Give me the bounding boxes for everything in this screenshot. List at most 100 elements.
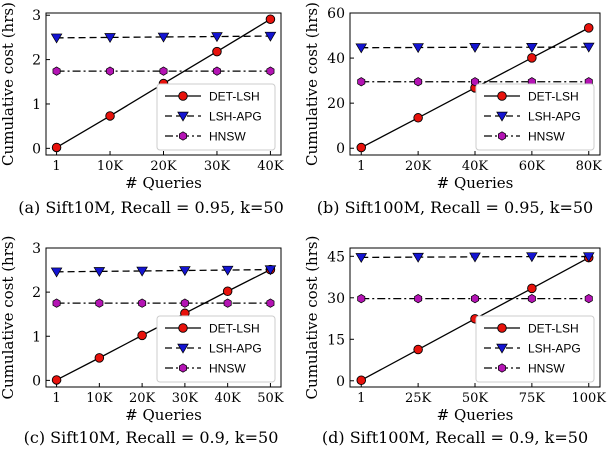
data-point-hnsw xyxy=(357,77,366,87)
x-tick-label: 1 xyxy=(52,159,60,174)
y-tick-label: 30 xyxy=(327,291,345,307)
y-tick-label: 3 xyxy=(32,241,41,257)
legend: DET-LSH LSH-APG HNSW xyxy=(156,83,276,151)
data-point-lsh-apg xyxy=(179,266,191,277)
data-point-hnsw xyxy=(52,66,61,76)
data-point-det-lsh xyxy=(584,23,594,33)
y-tick-label: 3 xyxy=(32,8,41,24)
data-point-hnsw xyxy=(212,66,221,76)
y-tick-label: 60 xyxy=(327,6,345,22)
y-tick-label: 40 xyxy=(327,51,345,67)
data-point-lsh-apg xyxy=(50,33,63,44)
data-point-lsh-apg xyxy=(412,252,424,263)
data-point-hnsw xyxy=(527,294,536,304)
legend: DET-LSH LSH-APG HNSW xyxy=(156,315,276,383)
y-tick-label: 1 xyxy=(32,329,41,345)
data-point-hnsw xyxy=(471,77,479,87)
data-point-det-lsh xyxy=(105,111,115,121)
data-point-lsh-apg xyxy=(211,32,223,43)
y-tick-label: 0 xyxy=(336,141,345,157)
data-point-hnsw xyxy=(266,298,275,308)
legend-marker-hnsw xyxy=(179,363,187,373)
legend-marker-lsh-apg xyxy=(177,111,189,122)
data-point-det-lsh xyxy=(356,142,367,153)
y-axis-label: Cumulative cost (hrs) xyxy=(0,236,17,400)
data-point-hnsw xyxy=(95,298,104,308)
y-tick-label: 2 xyxy=(32,53,41,69)
data-point-det-lsh xyxy=(413,344,423,355)
data-point-lsh-apg xyxy=(469,252,481,263)
x-tick-label: 50K xyxy=(462,391,489,406)
data-point-lsh-apg xyxy=(264,31,277,42)
data-point-hnsw xyxy=(414,294,423,304)
data-point-lsh-apg xyxy=(93,267,106,278)
data-point-det-lsh xyxy=(413,113,423,123)
x-tick-label: 30K xyxy=(204,159,231,174)
data-point-det-lsh xyxy=(527,283,537,294)
legend-marker-det-lsh xyxy=(178,91,188,101)
data-point-lsh-apg xyxy=(221,265,234,276)
y-tick-label: 2 xyxy=(32,285,41,301)
data-point-hnsw xyxy=(159,66,168,76)
x-tick-label: 40K xyxy=(462,159,489,174)
legend-label: DET-LSH xyxy=(528,322,579,336)
legend-label: LSH-APG xyxy=(528,342,581,356)
y-axis-label: Cumulative cost (hrs) xyxy=(0,2,17,166)
data-point-hnsw xyxy=(223,298,232,308)
x-tick-label: 1 xyxy=(357,391,365,406)
data-point-det-lsh xyxy=(356,375,367,385)
data-point-lsh-apg xyxy=(157,32,170,43)
legend-label: DET-LSH xyxy=(209,90,260,104)
data-point-det-lsh xyxy=(51,375,62,385)
legend-label: LSH-APG xyxy=(209,110,262,124)
x-tick-label: 20K xyxy=(150,159,177,174)
data-point-lsh-apg xyxy=(526,43,538,53)
data-point-det-lsh xyxy=(94,353,105,363)
data-point-lsh-apg xyxy=(582,42,595,53)
legend-label: HNSW xyxy=(528,362,565,376)
x-tick-label: 80K xyxy=(576,159,603,174)
x-tick-label: 1 xyxy=(357,159,365,174)
data-point-hnsw xyxy=(584,294,593,304)
subfigure-caption: (c) Sift10M, Recall = 0.9, k=50 xyxy=(24,428,279,447)
x-tick-label: 25K xyxy=(405,391,432,406)
legend-label: HNSW xyxy=(528,130,565,144)
data-point-lsh-apg xyxy=(104,33,116,44)
legend-marker-det-lsh xyxy=(178,323,188,333)
data-point-lsh-apg xyxy=(412,43,424,54)
x-tick-label: 30K xyxy=(172,391,199,406)
chart-panel-2: 1 20K 40K 60K 80K 0 20 40 60 # Queries Cumulative … xyxy=(303,2,602,217)
legend-marker-lsh-apg xyxy=(177,343,189,354)
legend-label: HNSW xyxy=(209,130,246,144)
x-axis-label: # Queries xyxy=(437,174,514,192)
data-point-lsh-apg xyxy=(50,267,63,278)
legend: DET-LSH LSH-APG HNSW xyxy=(475,315,595,383)
legend-label: LSH-APG xyxy=(528,110,581,124)
data-point-det-lsh xyxy=(51,142,62,153)
y-tick-label: 1 xyxy=(32,97,41,113)
data-point-det-lsh xyxy=(527,53,537,63)
data-point-lsh-apg xyxy=(264,265,277,276)
data-point-lsh-apg xyxy=(469,43,481,53)
x-tick-label: 40K xyxy=(215,391,242,406)
x-tick-label: 75K xyxy=(519,391,546,406)
legend-label: LSH-APG xyxy=(209,342,262,356)
series-line-lsh-apg xyxy=(56,268,271,273)
legend-marker-det-lsh xyxy=(497,323,507,333)
x-axis-label: # Queries xyxy=(125,406,202,424)
y-axis-label: Cumulative cost (hrs) xyxy=(303,2,321,166)
y-tick-label: 0 xyxy=(32,141,41,157)
x-tick-label: 50K xyxy=(257,391,284,406)
data-point-det-lsh xyxy=(212,46,222,57)
subfigure-caption: (a) Sift10M, Recall = 0.95, k=50 xyxy=(18,198,284,217)
legend-marker-lsh-apg xyxy=(496,111,508,122)
y-tick-label: 20 xyxy=(327,96,345,112)
legend: DET-LSH LSH-APG HNSW xyxy=(475,83,595,151)
x-tick-label: 10K xyxy=(97,159,124,174)
data-point-hnsw xyxy=(357,294,366,304)
y-tick-label: 45 xyxy=(327,249,345,265)
data-point-hnsw xyxy=(266,66,275,76)
legend-label: DET-LSH xyxy=(528,90,579,104)
